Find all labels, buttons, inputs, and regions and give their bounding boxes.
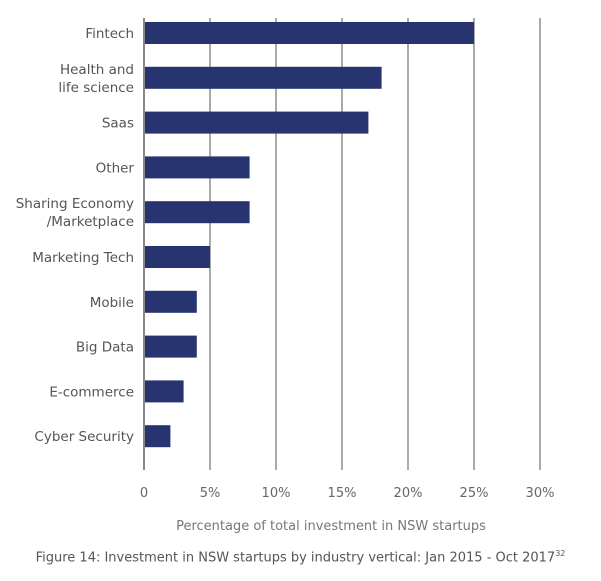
category-labels: Fintech Health and life science Saas Other Sh… (16, 26, 135, 445)
category-label: Other (96, 160, 135, 176)
gridlines (143, 18, 541, 470)
category-label: Saas (102, 116, 134, 132)
bar (145, 335, 197, 358)
category-label: Big Data (76, 340, 134, 356)
x-tick-labels: 0 5% 10% 15% 20% 25% 30% (140, 486, 555, 501)
x-tick-label: 15% (328, 486, 357, 501)
caption-text: Figure 14: Investment in NSW startups by… (35, 550, 556, 566)
x-axis-title: Percentage of total investment in NSW st… (176, 519, 486, 534)
bar (145, 201, 250, 224)
bars (145, 22, 474, 448)
bar (145, 111, 369, 134)
x-tick-label: 5% (200, 486, 221, 501)
x-tick-label: 30% (526, 486, 555, 501)
x-tick-label: 0 (140, 486, 148, 501)
category-label: Health and life science (58, 62, 134, 96)
category-label: E-commerce (49, 384, 134, 400)
bar (145, 66, 382, 89)
x-tick-label: 25% (460, 486, 489, 501)
bar (145, 290, 197, 313)
category-label: Mobile (90, 295, 134, 311)
bar-chart: Fintech Health and life science Saas Other Sh… (16, 18, 555, 534)
bar (145, 380, 184, 403)
bar (145, 156, 250, 179)
category-label: Marketing Tech (32, 250, 134, 266)
bar (145, 246, 210, 268)
caption-footnote: 32 (555, 549, 566, 558)
x-tick-label: 20% (394, 486, 423, 501)
x-tick-label: 10% (262, 486, 291, 501)
bar (145, 425, 171, 448)
category-label: Cyber Security (34, 429, 134, 445)
category-label: Sharing Economy/Marketplace (16, 196, 134, 230)
category-label: Fintech (85, 26, 134, 42)
bar (145, 22, 474, 44)
figure-caption: Figure 14: Investment in NSW startups by… (0, 549, 601, 565)
